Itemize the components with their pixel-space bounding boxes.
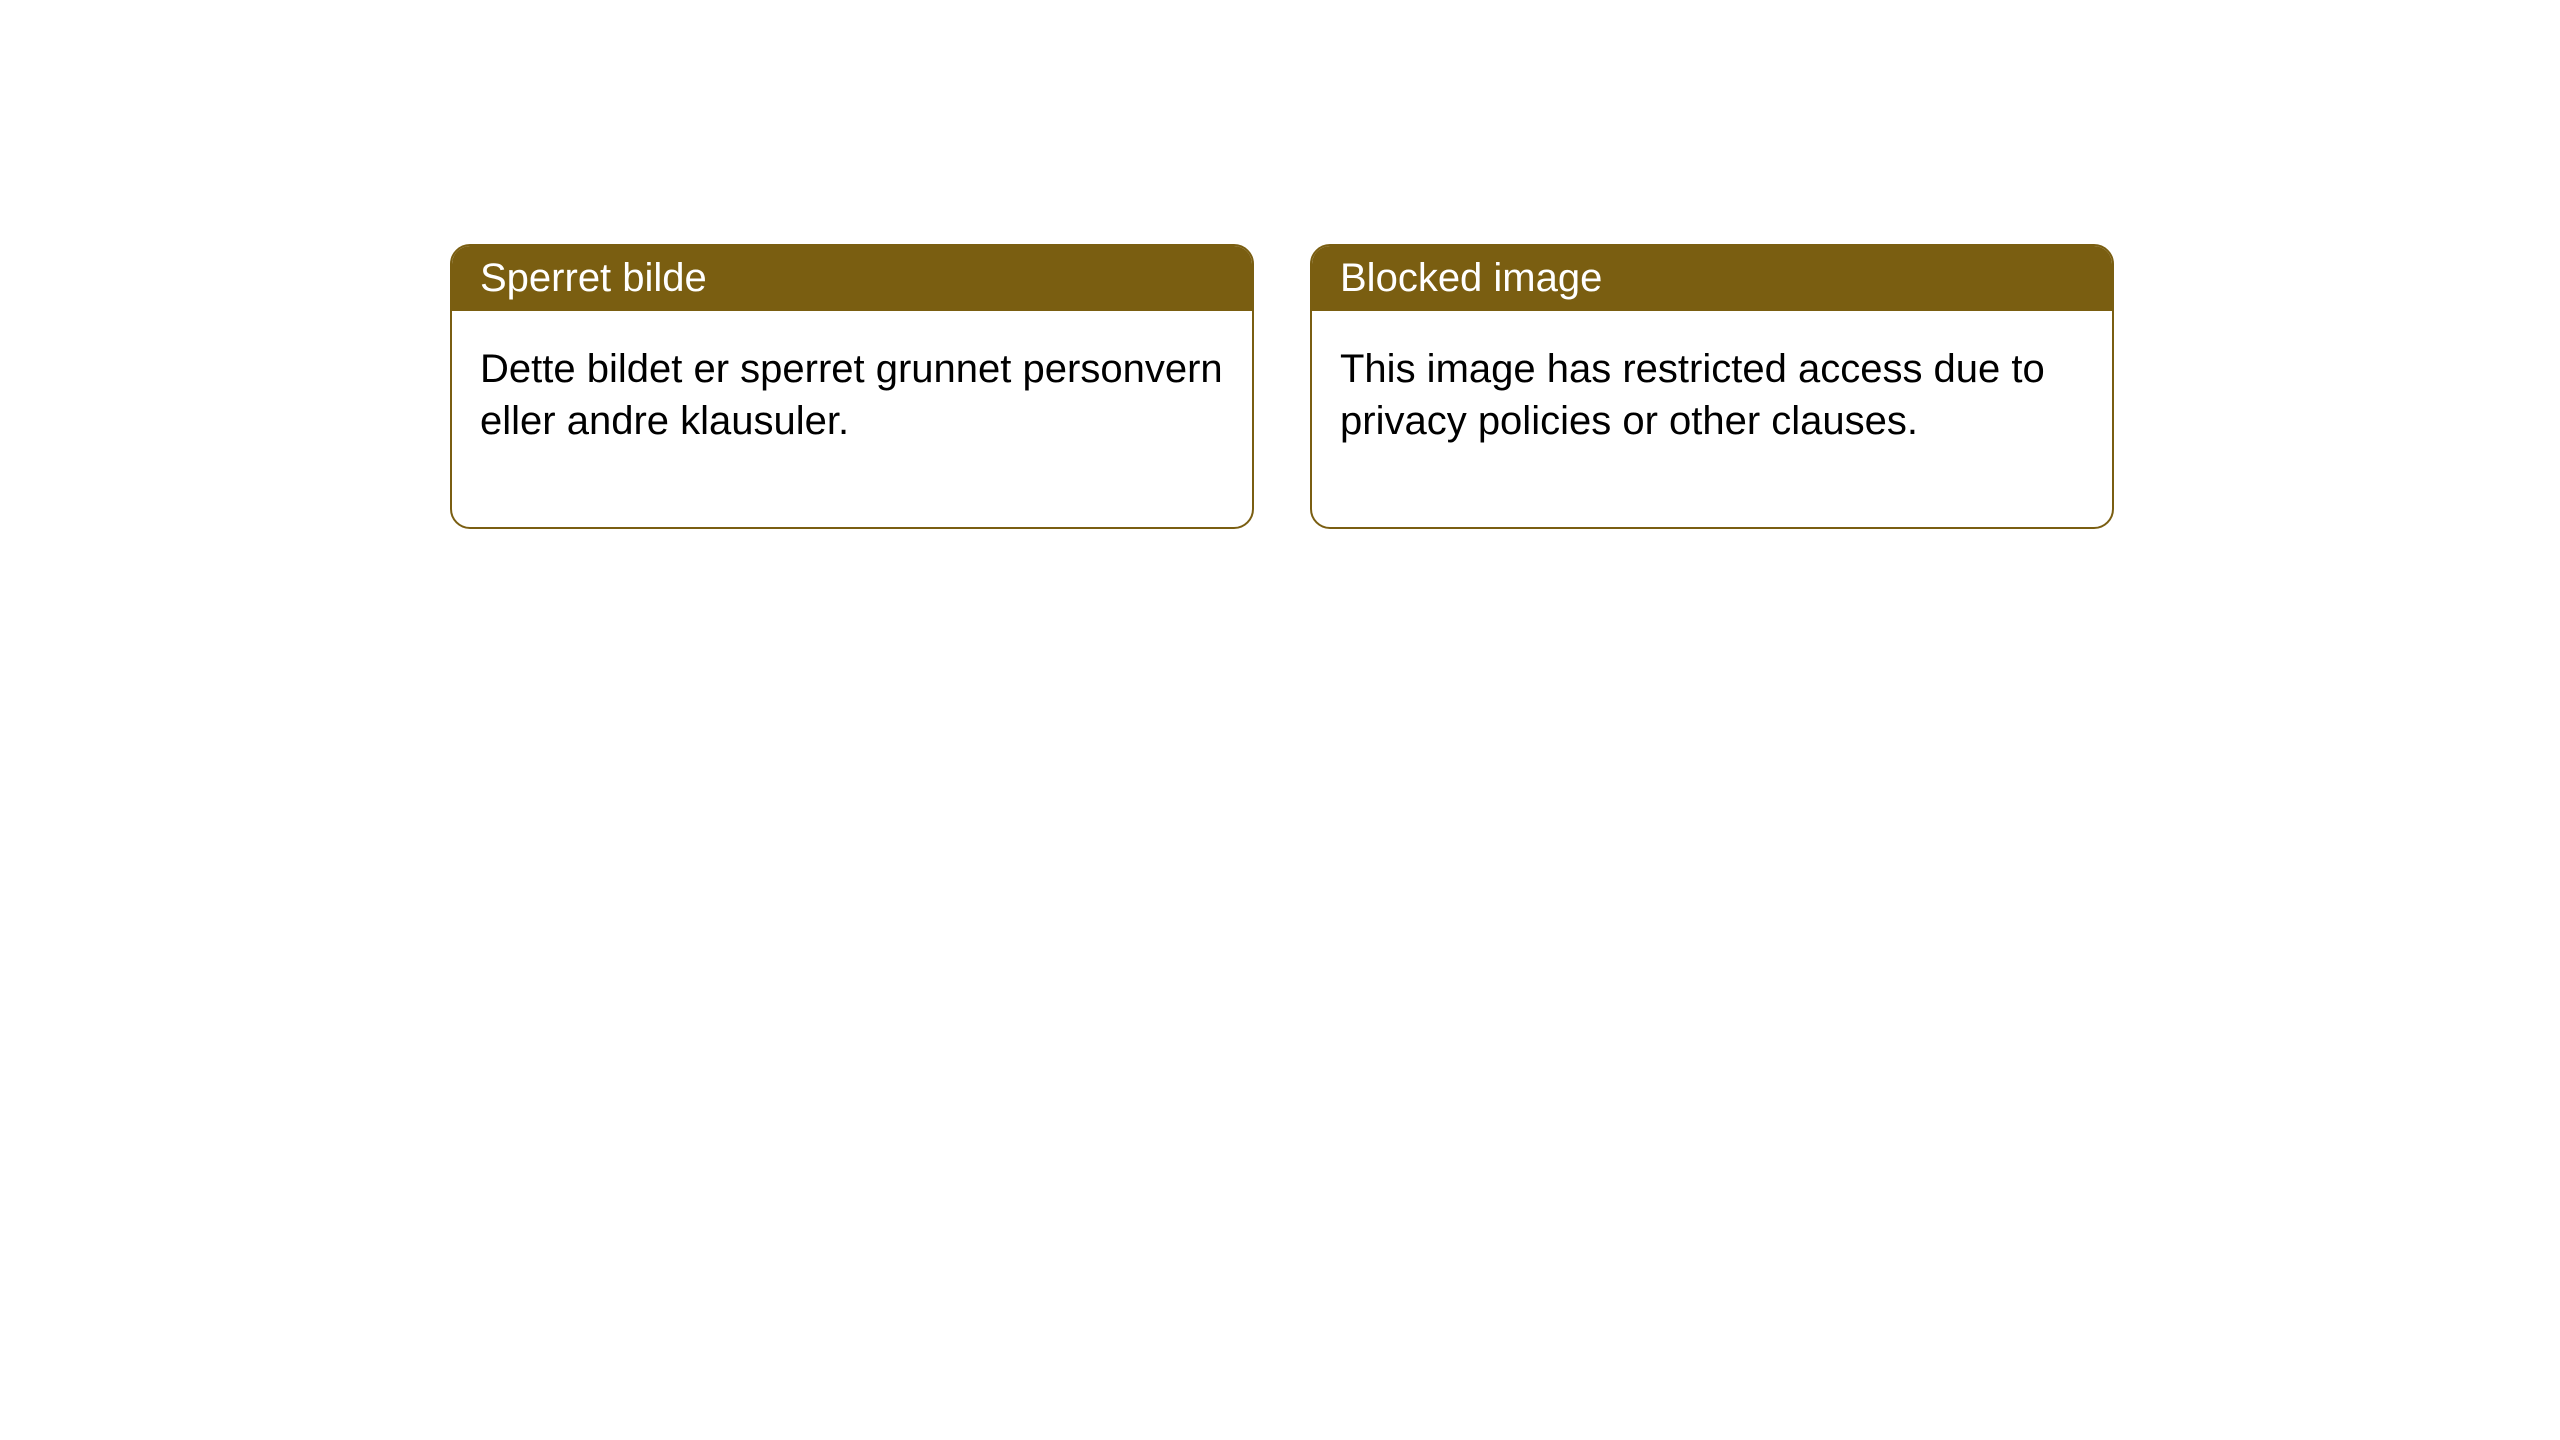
- card-title: Sperret bilde: [480, 256, 707, 300]
- blocked-image-card-en: Blocked image This image has restricted …: [1310, 244, 2114, 529]
- cards-container: Sperret bilde Dette bildet er sperret gr…: [450, 244, 2560, 529]
- blocked-image-card-no: Sperret bilde Dette bildet er sperret gr…: [450, 244, 1254, 529]
- card-header: Blocked image: [1312, 246, 2112, 311]
- card-message: Dette bildet er sperret grunnet personve…: [480, 347, 1223, 443]
- card-message: This image has restricted access due to …: [1340, 347, 2045, 443]
- card-title: Blocked image: [1340, 256, 1602, 300]
- card-header: Sperret bilde: [452, 246, 1252, 311]
- card-body: Dette bildet er sperret grunnet personve…: [452, 311, 1252, 527]
- card-body: This image has restricted access due to …: [1312, 311, 2112, 527]
